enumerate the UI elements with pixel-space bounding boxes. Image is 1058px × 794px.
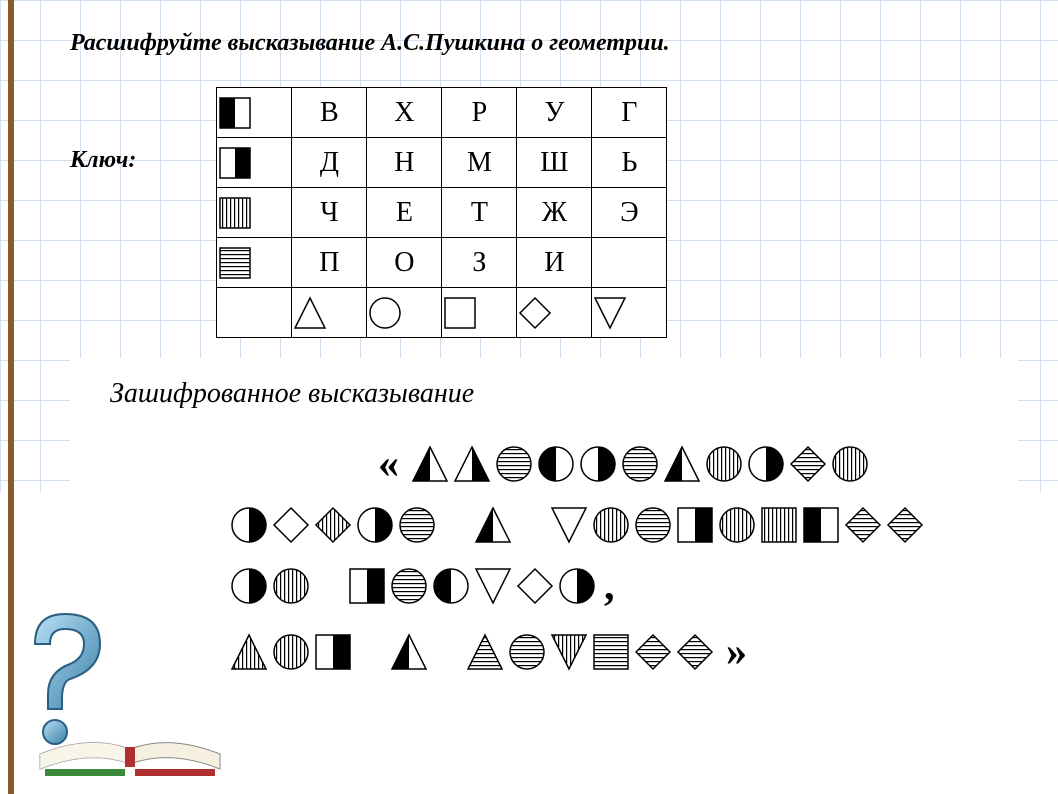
cipher-symbol [411,445,449,483]
key-cell: Х [367,88,442,138]
key-label: Ключ: [70,147,136,174]
cipher-symbol [466,633,504,671]
key-cell: Д [292,138,367,188]
cipher-symbol [432,567,470,605]
cipher-symbol [272,633,310,671]
key-cell: Ь [592,138,667,188]
key-cell: Ч [292,188,367,238]
cipher-symbol [747,445,785,483]
key-cell: Ш [517,138,592,188]
cipher-symbol [592,506,630,544]
cipher-symbol [537,445,575,483]
key-row-icon [217,138,292,188]
key-row-icon [217,88,292,138]
cipher-symbol [230,567,268,605]
cipher-block: Зашифрованное высказывание « [70,358,1018,738]
instruction-text: Расшифруйте высказывание А.С.Пушкина о г… [70,30,1018,57]
key-cell: В [292,88,367,138]
cipher-symbol [453,445,491,483]
cipher-symbol [314,633,352,671]
cipher-line: , [230,562,978,610]
cipher-symbol [676,633,714,671]
cipher-symbol [802,506,840,544]
cipher-symbol [516,567,554,605]
cipher-symbol [314,506,352,544]
cipher-symbol [663,445,701,483]
cipher-symbol [272,567,310,605]
cipher-symbol [348,567,386,605]
key-cell: О [367,238,442,288]
cipher-line: « [370,440,978,488]
cipher-symbol [356,506,394,544]
cipher-symbol [886,506,924,544]
cipher-symbol [621,445,659,483]
cipher-symbol [831,445,869,483]
key-row-icon [217,288,292,338]
key-row-icon [217,188,292,238]
key-section: Ключ: ВХРУГ ДНМШЬ ЧЕТЖЭ ПОЗИ [70,87,1018,338]
cipher-symbol [508,633,546,671]
key-cell [367,288,442,338]
key-cell: У [517,88,592,138]
cipher-symbol [230,506,268,544]
cipher-symbol [579,445,617,483]
key-cell: М [442,138,517,188]
key-cell [517,288,592,338]
cipher-lines-container: « [110,440,978,676]
key-cell: Н [367,138,442,188]
key-cell: И [517,238,592,288]
key-cell [292,288,367,338]
key-cell [442,288,517,338]
key-cell: Э [592,188,667,238]
key-cell: Т [442,188,517,238]
cipher-symbol [789,445,827,483]
cipher-title: Зашифрованное высказывание [110,378,978,410]
cipher-symbol [474,506,512,544]
key-cell: П [292,238,367,288]
cipher-symbol [550,633,588,671]
cipher-symbol [634,506,672,544]
close-quote: » [726,628,747,676]
cipher-symbol [760,506,798,544]
cipher-symbol [844,506,882,544]
question-mark-icon [10,604,120,764]
key-cell [592,238,667,288]
cipher-symbol [272,506,310,544]
key-cell [592,288,667,338]
key-row-icon [217,238,292,288]
key-cell: З [442,238,517,288]
key-cell: Р [442,88,517,138]
cipher-symbol [558,567,596,605]
cipher-line [230,506,978,544]
comma: , [604,562,615,610]
cipher-symbol [634,633,672,671]
key-table: ВХРУГ ДНМШЬ ЧЕТЖЭ ПОЗИ [216,87,667,338]
cipher-symbol [676,506,714,544]
key-cell: Г [592,88,667,138]
key-cell: Е [367,188,442,238]
open-quote: « [378,440,399,488]
cipher-symbol [718,506,756,544]
cipher-symbol [390,633,428,671]
cipher-symbol [398,506,436,544]
cipher-line: » [230,628,978,676]
cipher-symbol [230,633,268,671]
cipher-symbol [495,445,533,483]
cipher-symbol [705,445,743,483]
cipher-symbol [592,633,630,671]
cipher-symbol [550,506,588,544]
cipher-symbol [390,567,428,605]
page-content: Расшифруйте высказывание А.С.Пушкина о г… [0,0,1058,768]
cipher-symbol [474,567,512,605]
key-cell: Ж [517,188,592,238]
